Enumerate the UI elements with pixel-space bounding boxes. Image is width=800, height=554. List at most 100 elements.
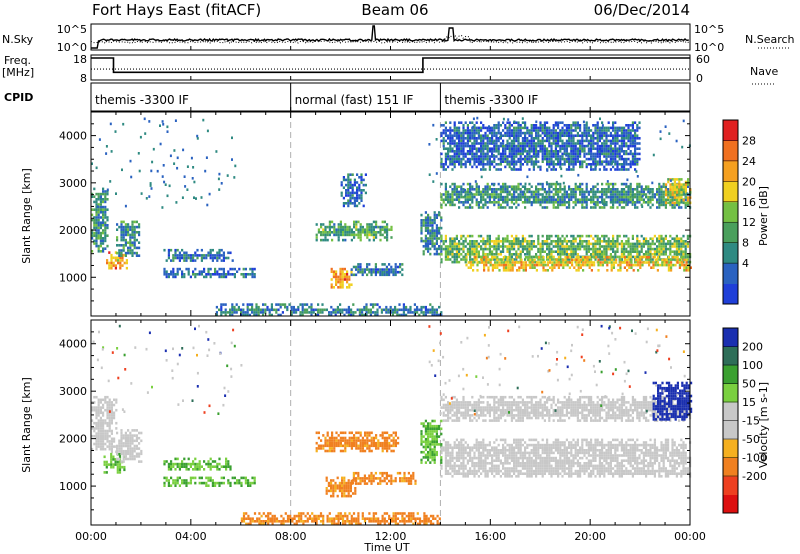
power-cell (178, 256, 181, 260)
power-cell (127, 228, 130, 231)
power-cell (537, 195, 540, 199)
power-cell (585, 234, 588, 238)
power-cell (178, 259, 181, 262)
power-cell (497, 126, 500, 130)
power-cell (568, 137, 571, 140)
power-cell (453, 160, 456, 163)
power-cell (521, 147, 524, 150)
power-cell (682, 260, 685, 264)
power-cell (330, 267, 333, 271)
power-cell (568, 256, 571, 259)
power-cell (561, 242, 564, 246)
power-cell (469, 242, 472, 246)
power-cell (486, 163, 489, 166)
power-cell (539, 198, 542, 201)
power-cell (601, 131, 604, 135)
power-cell (334, 313, 337, 317)
power-cell (120, 233, 123, 237)
power-cell (506, 198, 509, 201)
power-cell (473, 142, 476, 145)
power-cell (488, 155, 491, 158)
power-cell (596, 253, 599, 256)
power-cell (533, 263, 536, 267)
velocity-cell (118, 449, 121, 453)
power-cell (543, 190, 546, 194)
power-cell (112, 264, 115, 267)
power-cell (455, 131, 458, 135)
power-cell (651, 203, 654, 207)
velocity-cell (91, 401, 94, 404)
power-cell (641, 261, 644, 264)
power-cell (172, 270, 175, 273)
power-cell (648, 261, 651, 264)
power-cell (183, 251, 186, 255)
velocity-cell (120, 431, 123, 435)
power-cell (601, 245, 604, 248)
power-cell (610, 261, 613, 264)
power-cell (627, 126, 630, 130)
power-cell (528, 190, 531, 194)
power-cell (581, 201, 584, 204)
power-cell (495, 250, 498, 253)
power-speckle (595, 164, 597, 168)
power-cell (596, 121, 599, 124)
power-cell (678, 203, 681, 207)
power-cell (339, 267, 342, 271)
power-cell (640, 188, 643, 191)
power-cell (634, 168, 637, 171)
power-cell (464, 142, 467, 145)
power-cell (669, 198, 672, 202)
power-cell (469, 139, 472, 143)
power-cell (510, 163, 513, 166)
power-cell (640, 203, 643, 207)
velocity-cell (123, 468, 126, 472)
power-cell (473, 160, 476, 163)
power-cell (585, 188, 588, 191)
power-cell (328, 223, 331, 226)
power-cell (625, 193, 628, 196)
power-cell (108, 264, 111, 267)
power-cell (528, 182, 531, 186)
power-cell (592, 201, 595, 204)
power-cell (102, 208, 105, 211)
power-cell (587, 247, 590, 251)
power-cell (473, 260, 476, 264)
power-cell (480, 247, 483, 251)
power-cell (678, 188, 681, 192)
power-cell (347, 178, 350, 182)
power-cell (583, 124, 586, 127)
power-cell (582, 258, 585, 262)
power-cell (91, 218, 94, 222)
power-cell (559, 121, 562, 124)
power-cell (451, 237, 454, 240)
power-cell (315, 236, 318, 239)
power-cell (502, 258, 505, 261)
power-cell (231, 267, 234, 271)
power-cell (451, 155, 454, 158)
power-cell (653, 250, 656, 253)
power-cell (127, 246, 130, 250)
power-cell (508, 131, 511, 135)
power-cell (255, 308, 258, 312)
power-cell (515, 147, 518, 150)
power-cell (172, 273, 175, 276)
power-cell (350, 311, 353, 314)
power-cell (127, 241, 130, 244)
power-speckle (182, 148, 185, 152)
power-cell (605, 129, 608, 132)
power-speckle (105, 145, 108, 148)
power-cell (472, 263, 475, 267)
power-cell (381, 268, 384, 271)
power-cell (557, 126, 560, 130)
power-cell (297, 305, 300, 309)
power-cell (649, 247, 652, 251)
power-cell (339, 283, 342, 286)
power-cell (135, 220, 138, 224)
power-cell (198, 254, 201, 257)
power-cell (517, 142, 520, 145)
power-cell (541, 240, 544, 243)
power-cell (458, 240, 461, 243)
power-cell (418, 313, 421, 317)
power-cell (427, 245, 430, 248)
power-cell (586, 256, 589, 259)
